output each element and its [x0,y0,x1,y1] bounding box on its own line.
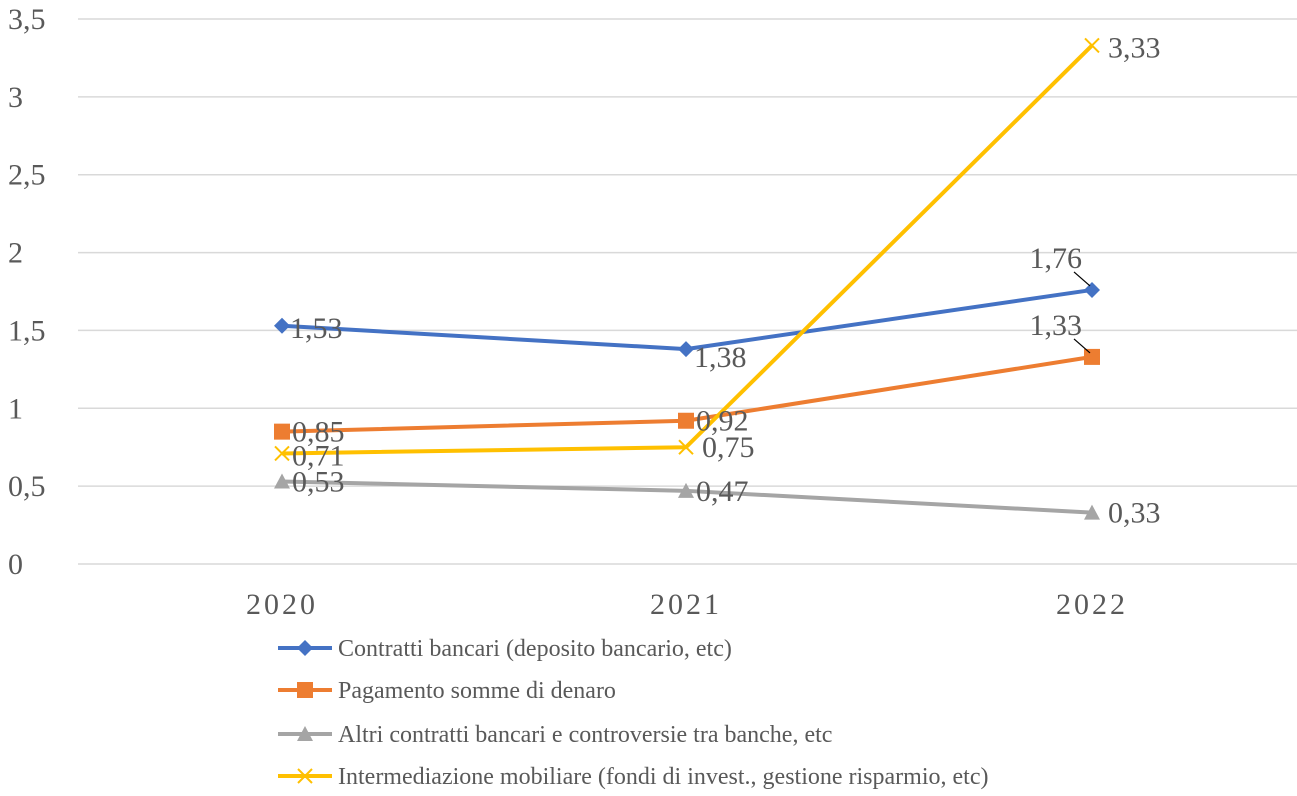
series-line [281,44,1094,456]
legend-marker [297,640,313,656]
legend-item: Pagamento somme di denaro [278,678,616,704]
x-tick-label: 2021 [650,588,722,621]
data-label: 1,53 [290,312,343,345]
series-lines [274,37,1100,520]
series-point [274,423,290,440]
label-leader-line [1073,338,1091,354]
data-label: 0,47 [696,475,749,508]
y-tick-label: 3 [8,81,23,114]
legend-item: Altri contratti bancari e controversie t… [278,722,832,748]
x-axis-tick-labels: 2020 2021 2022 [246,588,1128,621]
legend-item: Contratti bancari (deposito bancario, et… [278,636,732,662]
legend-item: Intermediazione mobiliare (fondi di inve… [278,764,988,790]
y-tick-label: 0 [8,548,23,581]
data-labels: 1,53 1,38 1,76 0,85 0,92 1,33 0,53 0,47 0,33 0,71… [290,31,1161,529]
y-tick-label: 3,5 [8,3,46,36]
series-point [1084,37,1100,54]
series-point [274,473,290,489]
series-point [274,445,290,462]
data-label: 0,92 [696,405,749,438]
y-tick-label: 2 [8,237,23,270]
x-tick-label: 2022 [1056,588,1128,621]
legend-marker [297,726,313,741]
data-label: 3,33 [1108,31,1161,64]
legend-label: Intermediazione mobiliare (fondi di inve… [338,764,988,790]
data-label: 1,33 [1030,309,1083,342]
y-tick-label: 1 [8,392,23,425]
data-label: 0,33 [1108,497,1161,530]
data-label: 0,75 [702,431,755,464]
label-leader-line [1073,271,1091,287]
series-point [1084,281,1100,298]
series-point [678,482,694,498]
y-tick-label: 1,5 [8,314,46,347]
series-point [678,439,694,455]
legend: Contratti bancari (deposito bancario, et… [278,636,988,790]
x-tick-label: 2020 [246,588,318,621]
series-point [678,341,694,358]
data-label: 1,76 [1030,242,1083,275]
legend-marker [297,682,313,698]
legend-label: Contratti bancari (deposito bancario, et… [338,636,732,662]
series-line [281,287,1093,352]
data-label: 0,71 [292,439,345,472]
data-label: 0,85 [292,416,345,449]
series-point [1084,348,1100,365]
data-label: 1,38 [694,341,747,374]
y-axis-tick-labels: 0 0,5 1 1,5 2 2,5 3 3,5 [8,3,46,581]
grid-lines [78,18,1297,565]
series-point [1084,504,1100,520]
y-tick-label: 2,5 [8,159,46,192]
legend-label: Pagamento somme di denaro [338,678,616,704]
y-tick-label: 0,5 [8,470,46,503]
data-label: 0,53 [292,465,345,498]
series-point [678,412,694,429]
legend-marker [297,768,313,784]
legend-label: Altri contratti bancari e controversie t… [338,722,832,748]
series-point [274,317,290,334]
